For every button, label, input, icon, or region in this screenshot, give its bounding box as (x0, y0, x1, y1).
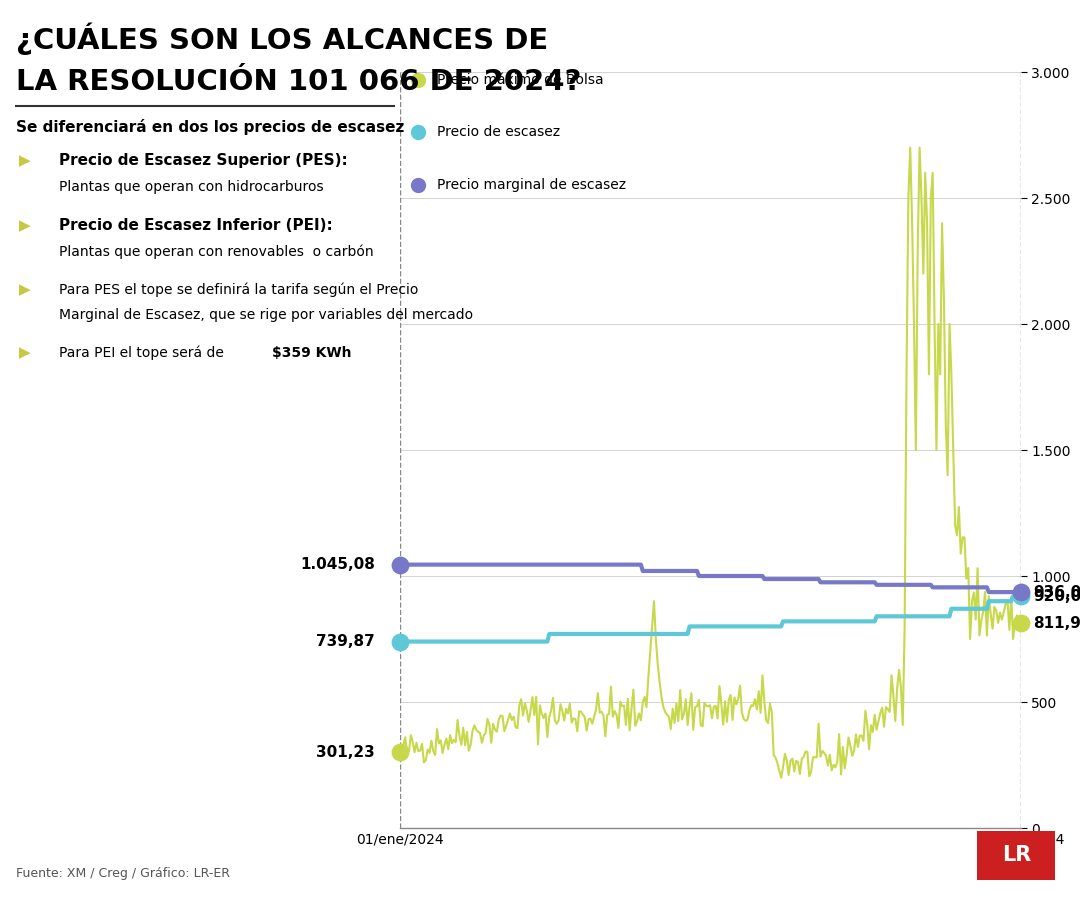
Point (391, 745, 408, 760)
Text: 1.045,08: 1.045,08 (300, 557, 375, 572)
Text: ▶: ▶ (19, 283, 31, 298)
Text: Marginal de Escasez, que se rige por variables del mercado: Marginal de Escasez, que se rige por var… (59, 308, 473, 322)
Text: ¿CUÁLES SON LOS ALCANCES DE: ¿CUÁLES SON LOS ALCANCES DE (16, 22, 549, 55)
Text: 811,93: 811,93 (1032, 616, 1080, 631)
Point (391, 557, 408, 572)
Point (391, 634, 408, 649)
Text: Precio de Escasez Superior (PES):: Precio de Escasez Superior (PES): (59, 153, 348, 168)
Text: LR: LR (1001, 845, 1031, 866)
Text: 301,23: 301,23 (316, 744, 375, 760)
Text: Se diferenciará en dos los precios de escasez: Se diferenciará en dos los precios de es… (16, 119, 405, 135)
Text: Precio de Escasez Inferior (PEI):: Precio de Escasez Inferior (PEI): (59, 218, 333, 233)
Text: ▶: ▶ (19, 218, 31, 233)
Text: ▶: ▶ (19, 346, 31, 361)
Text: ▶: ▶ (19, 153, 31, 168)
Text: Para PES el tope se definirá la tarifa según el Precio: Para PES el tope se definirá la tarifa s… (59, 283, 419, 297)
Text: 920,05: 920,05 (1032, 589, 1080, 604)
Point (1012, 616, 1029, 631)
Text: Plantas que operan con hidrocarburos: Plantas que operan con hidrocarburos (59, 180, 324, 194)
Point (1012, 585, 1029, 599)
Text: Plantas que operan con renovables  o carbón: Plantas que operan con renovables o carb… (59, 245, 374, 259)
Text: Precio marginal de escasez: Precio marginal de escasez (436, 178, 626, 193)
Text: 936,06: 936,06 (1032, 585, 1080, 599)
Text: Para PEI el tope será de: Para PEI el tope será de (59, 346, 229, 360)
Point (1012, 589, 1029, 603)
Text: Precio máximo de Bolsa: Precio máximo de Bolsa (436, 73, 604, 86)
Text: LA RESOLUCIÓN 101 066 DE 2024?: LA RESOLUCIÓN 101 066 DE 2024? (16, 68, 581, 95)
Text: 739,87: 739,87 (316, 634, 375, 649)
Text: $359 KWh: $359 KWh (272, 346, 352, 360)
Text: Precio de escasez: Precio de escasez (436, 125, 561, 140)
Text: Fuente: XM / Creg / Gráfico: LR-ER: Fuente: XM / Creg / Gráfico: LR-ER (16, 868, 230, 880)
